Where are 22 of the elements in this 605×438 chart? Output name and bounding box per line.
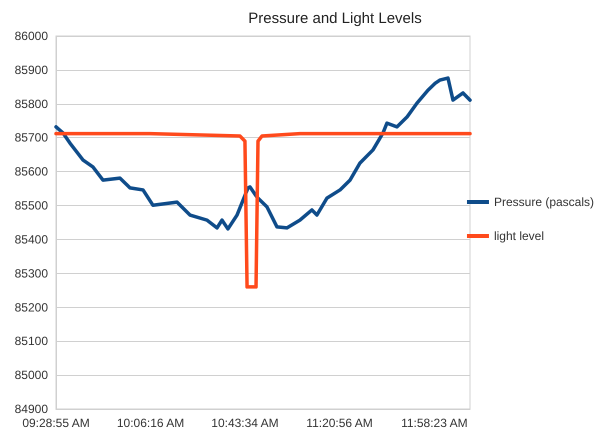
y-tick-label: 85000 (14, 368, 48, 382)
x-tick-label: 09:28:55 AM (22, 416, 90, 430)
y-tick-label: 86000 (14, 29, 48, 43)
x-tick-label: 10:43:34 AM (211, 416, 279, 430)
line-series (54, 132, 472, 289)
x-tick-label: 11:58:23 AM (401, 416, 468, 430)
y-tick-label: 85600 (14, 164, 48, 179)
y-tick-label: 84900 (14, 402, 48, 416)
x-tick-label: 11:20:56 AM (306, 416, 373, 430)
legend-label: Pressure (pascals) (494, 195, 594, 209)
y-tick-label: 85900 (14, 62, 48, 77)
y-tick-label: 85700 (14, 130, 48, 145)
chart-title: Pressure and Light Levels (248, 10, 422, 27)
legend-label: light level (494, 229, 544, 243)
y-tick-label: 85100 (14, 334, 48, 348)
y-tick-label: 85400 (14, 232, 48, 246)
y-tick-label: 85500 (14, 198, 48, 213)
x-tick-label: 10:06:16 AM (116, 416, 184, 430)
y-tick-label: 85200 (14, 300, 48, 314)
line-series (54, 76, 472, 231)
y-tick-label: 85300 (14, 266, 48, 280)
y-tick-label: 85800 (14, 96, 48, 111)
